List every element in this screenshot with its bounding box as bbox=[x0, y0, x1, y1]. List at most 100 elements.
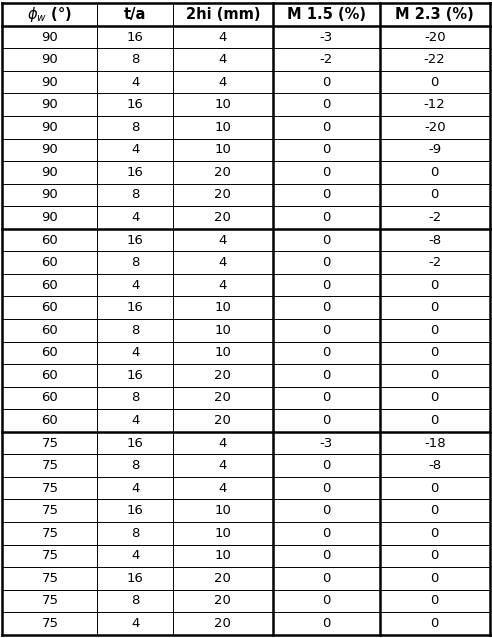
Text: 16: 16 bbox=[127, 572, 144, 585]
Text: 0: 0 bbox=[322, 392, 331, 404]
Text: -20: -20 bbox=[424, 121, 446, 134]
Text: 8: 8 bbox=[131, 53, 139, 66]
Text: 20: 20 bbox=[215, 369, 231, 382]
Text: 75: 75 bbox=[41, 549, 59, 562]
Text: 60: 60 bbox=[42, 414, 59, 427]
Text: 16: 16 bbox=[127, 504, 144, 517]
Text: -9: -9 bbox=[428, 144, 441, 156]
Text: 75: 75 bbox=[41, 504, 59, 517]
Text: 0: 0 bbox=[322, 256, 331, 269]
Text: 16: 16 bbox=[127, 301, 144, 315]
Text: 16: 16 bbox=[127, 369, 144, 382]
Text: 10: 10 bbox=[215, 301, 231, 315]
Text: -8: -8 bbox=[428, 459, 441, 472]
Text: M 2.3 (%): M 2.3 (%) bbox=[396, 7, 474, 22]
Text: -3: -3 bbox=[320, 31, 333, 43]
Text: t/a: t/a bbox=[124, 7, 147, 22]
Text: 60: 60 bbox=[42, 301, 59, 315]
Text: 0: 0 bbox=[322, 369, 331, 382]
Text: 16: 16 bbox=[127, 166, 144, 179]
Text: 90: 90 bbox=[42, 76, 59, 89]
Text: 0: 0 bbox=[322, 234, 331, 246]
Text: 8: 8 bbox=[131, 323, 139, 337]
Text: 4: 4 bbox=[218, 436, 227, 450]
Text: 0: 0 bbox=[322, 323, 331, 337]
Text: 60: 60 bbox=[42, 279, 59, 292]
Text: 4: 4 bbox=[218, 256, 227, 269]
Text: 90: 90 bbox=[42, 144, 59, 156]
Text: 0: 0 bbox=[322, 617, 331, 630]
Text: 10: 10 bbox=[215, 549, 231, 562]
Text: 90: 90 bbox=[42, 98, 59, 111]
Text: 0: 0 bbox=[430, 414, 439, 427]
Text: 75: 75 bbox=[41, 617, 59, 630]
Text: 16: 16 bbox=[127, 234, 144, 246]
Text: 16: 16 bbox=[127, 436, 144, 450]
Text: 90: 90 bbox=[42, 166, 59, 179]
Text: 0: 0 bbox=[322, 459, 331, 472]
Text: 8: 8 bbox=[131, 527, 139, 540]
Text: 0: 0 bbox=[430, 572, 439, 585]
Text: 8: 8 bbox=[131, 121, 139, 134]
Text: 4: 4 bbox=[218, 482, 227, 494]
Text: 0: 0 bbox=[322, 166, 331, 179]
Text: 8: 8 bbox=[131, 256, 139, 269]
Text: 0: 0 bbox=[322, 504, 331, 517]
Text: -12: -12 bbox=[424, 98, 446, 111]
Text: 0: 0 bbox=[322, 572, 331, 585]
Text: 10: 10 bbox=[215, 144, 231, 156]
Text: -22: -22 bbox=[424, 53, 446, 66]
Text: 0: 0 bbox=[430, 504, 439, 517]
Text: 4: 4 bbox=[218, 76, 227, 89]
Text: 0: 0 bbox=[430, 549, 439, 562]
Text: 0: 0 bbox=[322, 482, 331, 494]
Text: 0: 0 bbox=[430, 76, 439, 89]
Text: 0: 0 bbox=[322, 301, 331, 315]
Text: 0: 0 bbox=[322, 98, 331, 111]
Text: 60: 60 bbox=[42, 256, 59, 269]
Text: 8: 8 bbox=[131, 188, 139, 202]
Text: 0: 0 bbox=[430, 323, 439, 337]
Text: 4: 4 bbox=[131, 76, 139, 89]
Text: 75: 75 bbox=[41, 595, 59, 607]
Text: 90: 90 bbox=[42, 188, 59, 202]
Text: 4: 4 bbox=[131, 482, 139, 494]
Text: 4: 4 bbox=[131, 549, 139, 562]
Text: 20: 20 bbox=[215, 595, 231, 607]
Text: 60: 60 bbox=[42, 369, 59, 382]
Text: 0: 0 bbox=[322, 527, 331, 540]
Text: 0: 0 bbox=[430, 188, 439, 202]
Text: 0: 0 bbox=[322, 549, 331, 562]
Text: 0: 0 bbox=[322, 595, 331, 607]
Text: 0: 0 bbox=[430, 369, 439, 382]
Text: 90: 90 bbox=[42, 211, 59, 224]
Text: 90: 90 bbox=[42, 31, 59, 43]
Text: 0: 0 bbox=[322, 144, 331, 156]
Text: 10: 10 bbox=[215, 98, 231, 111]
Text: 20: 20 bbox=[215, 414, 231, 427]
Text: 0: 0 bbox=[430, 166, 439, 179]
Text: 0: 0 bbox=[430, 527, 439, 540]
Text: 10: 10 bbox=[215, 121, 231, 134]
Text: 4: 4 bbox=[131, 414, 139, 427]
Text: 0: 0 bbox=[322, 346, 331, 359]
Text: 0: 0 bbox=[322, 414, 331, 427]
Text: 4: 4 bbox=[218, 53, 227, 66]
Text: -18: -18 bbox=[424, 436, 446, 450]
Text: 16: 16 bbox=[127, 31, 144, 43]
Text: 60: 60 bbox=[42, 323, 59, 337]
Text: 8: 8 bbox=[131, 392, 139, 404]
Text: 8: 8 bbox=[131, 459, 139, 472]
Text: 4: 4 bbox=[131, 617, 139, 630]
Text: $\phi_w$ (°): $\phi_w$ (°) bbox=[28, 5, 72, 24]
Text: 20: 20 bbox=[215, 572, 231, 585]
Text: 4: 4 bbox=[218, 279, 227, 292]
Text: 10: 10 bbox=[215, 323, 231, 337]
Text: 4: 4 bbox=[131, 346, 139, 359]
Text: 0: 0 bbox=[322, 76, 331, 89]
Text: 10: 10 bbox=[215, 527, 231, 540]
Text: 16: 16 bbox=[127, 98, 144, 111]
Text: 0: 0 bbox=[430, 301, 439, 315]
Text: 4: 4 bbox=[218, 234, 227, 246]
Text: 4: 4 bbox=[131, 211, 139, 224]
